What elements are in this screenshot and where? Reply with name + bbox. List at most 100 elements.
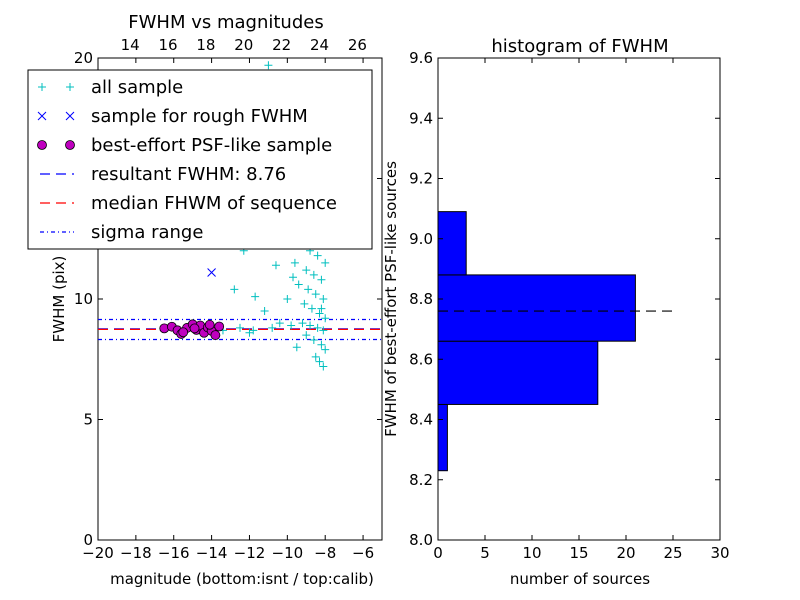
right-y-tick-label: 8.6 bbox=[409, 350, 433, 368]
all-sample-point bbox=[245, 328, 254, 337]
all-sample-point bbox=[309, 335, 318, 344]
legend-marker bbox=[65, 140, 75, 150]
legend-marker bbox=[66, 83, 74, 91]
all-sample-point bbox=[321, 258, 330, 267]
all-sample-point bbox=[315, 309, 324, 318]
all-sample-point bbox=[230, 285, 239, 294]
all-sample-point bbox=[307, 304, 316, 313]
right-y-tick-label: 9.0 bbox=[409, 230, 433, 248]
all-sample-point bbox=[319, 326, 328, 335]
legend-marker bbox=[38, 83, 46, 91]
all-sample-point bbox=[283, 295, 292, 303]
psf-like-point bbox=[214, 321, 225, 332]
right-x-axis-ticks: 0 5 10 15 20 25 30 bbox=[433, 58, 730, 562]
legend-label: all sample bbox=[91, 77, 183, 98]
top-axis-tick-label: 14 bbox=[121, 36, 140, 54]
legend-marker bbox=[65, 111, 75, 121]
top-axis-tick-label: 16 bbox=[159, 36, 178, 54]
all-sample-point bbox=[313, 251, 322, 260]
left-x-tick-label: −10 bbox=[272, 544, 304, 562]
right-y-tick-label: 9.6 bbox=[409, 49, 433, 67]
rough-fwhm-point bbox=[207, 268, 216, 277]
right-x-tick-label: 25 bbox=[663, 544, 682, 562]
all-sample-point bbox=[271, 261, 280, 270]
left-y-tick-label: 0 bbox=[83, 531, 93, 549]
left-x-tick-label: −16 bbox=[158, 544, 190, 562]
histogram-bar bbox=[437, 403, 448, 472]
all-sample-point bbox=[302, 331, 311, 340]
all-sample-point bbox=[294, 280, 303, 289]
all-sample-point bbox=[321, 314, 330, 323]
histogram-bar bbox=[437, 340, 599, 405]
legend-marker bbox=[37, 111, 47, 121]
right-y-axis-ticks: 8.0 8.2 8.4 8.6 8.8 9.0 9.2 9.4 9.6 bbox=[409, 49, 720, 549]
psf-like-point bbox=[189, 323, 200, 334]
all-sample-point bbox=[321, 345, 330, 354]
all-sample-point bbox=[268, 323, 277, 332]
left-x-tick-label: −18 bbox=[120, 544, 152, 562]
left-x-axis-ticks: −20 −18 −16 −14 −12 −10 −8 −6 bbox=[82, 58, 374, 562]
right-chart-title: histogram of FWHM bbox=[491, 36, 668, 57]
all-sample-point bbox=[315, 357, 324, 366]
right-x-tick-label: 5 bbox=[480, 544, 490, 562]
left-x-tick-label: −6 bbox=[352, 544, 374, 562]
all-sample-point bbox=[287, 321, 296, 330]
all-sample-point bbox=[311, 290, 320, 299]
all-sample-point bbox=[317, 304, 326, 313]
psf-like-point bbox=[178, 327, 189, 338]
psf-like-point bbox=[210, 330, 221, 341]
all-sample-point bbox=[260, 307, 269, 316]
legend-label: resultant FWHM: 8.76 bbox=[91, 164, 286, 185]
psf-like-series bbox=[159, 319, 225, 341]
legend-label: best-effort PSF-like sample bbox=[91, 135, 332, 156]
all-sample-point bbox=[289, 273, 298, 282]
left-x-tick-label: −20 bbox=[82, 544, 114, 562]
legend: all sample sample for rough FWHM best-effo… bbox=[27, 69, 373, 250]
all-sample-point bbox=[292, 343, 301, 352]
right-y-tick-label: 9.2 bbox=[409, 170, 433, 188]
fwhm-vs-magnitude-chart: FWHM vs magnitudes 14 16 18 20 22 24 26 −20 −18… bbox=[27, 12, 383, 588]
right-y-axis-label: FWHM of best-effort PSF-like sources bbox=[382, 161, 400, 437]
all-sample-point bbox=[306, 321, 315, 330]
left-x-tick-label: −14 bbox=[196, 544, 228, 562]
left-reference-lines bbox=[98, 318, 382, 341]
histogram-bar bbox=[437, 274, 636, 342]
right-x-tick-label: 30 bbox=[710, 544, 729, 562]
right-y-tick-label: 9.4 bbox=[409, 109, 433, 127]
all-sample-point bbox=[304, 285, 313, 294]
top-axis-tick-label: 20 bbox=[234, 36, 253, 54]
all-sample-point bbox=[319, 362, 328, 371]
left-y-tick-label: 10 bbox=[74, 290, 93, 308]
all-sample-point bbox=[275, 319, 284, 328]
legend-marker bbox=[37, 140, 47, 150]
all-sample-point bbox=[290, 258, 299, 267]
all-sample-point bbox=[298, 319, 307, 328]
all-sample-point bbox=[251, 292, 260, 301]
fwhm-histogram-chart: histogram of FWHM 0 5 10 15 20 25 30 8.0 8.2 8.4… bbox=[382, 36, 730, 588]
histogram-bar bbox=[437, 211, 467, 276]
all-sample-point bbox=[300, 299, 309, 308]
all-sample-point bbox=[311, 352, 320, 361]
left-chart-title: FWHM vs magnitudes bbox=[128, 12, 323, 33]
psf-like-point bbox=[204, 319, 215, 330]
left-x-axis-label: magnitude (bottom:isnt / top:calib) bbox=[110, 570, 374, 588]
all-sample-point bbox=[317, 275, 326, 284]
top-axis-tick-label: 24 bbox=[310, 36, 329, 54]
all-sample-point bbox=[309, 270, 318, 279]
top-axis-tick-label: 22 bbox=[272, 36, 291, 54]
right-x-axis-label: number of sources bbox=[510, 570, 650, 588]
top-axis-ticks: 14 16 18 20 22 24 26 bbox=[121, 36, 367, 54]
histogram-bars bbox=[437, 211, 636, 472]
all-sample-point bbox=[317, 340, 326, 349]
right-x-tick-label: 15 bbox=[569, 544, 588, 562]
rough-fwhm-series bbox=[207, 268, 216, 277]
all-sample-point bbox=[319, 295, 328, 303]
all-sample-point bbox=[236, 323, 244, 332]
left-y-axis-label: FWHM (pix) bbox=[50, 256, 68, 343]
right-y-tick-label: 8.4 bbox=[409, 411, 433, 429]
left-y-tick-label: 5 bbox=[83, 411, 93, 429]
right-y-tick-label: 8.8 bbox=[409, 290, 433, 308]
top-axis-tick-label: 26 bbox=[348, 36, 367, 54]
right-y-tick-label: 8.0 bbox=[409, 531, 433, 549]
